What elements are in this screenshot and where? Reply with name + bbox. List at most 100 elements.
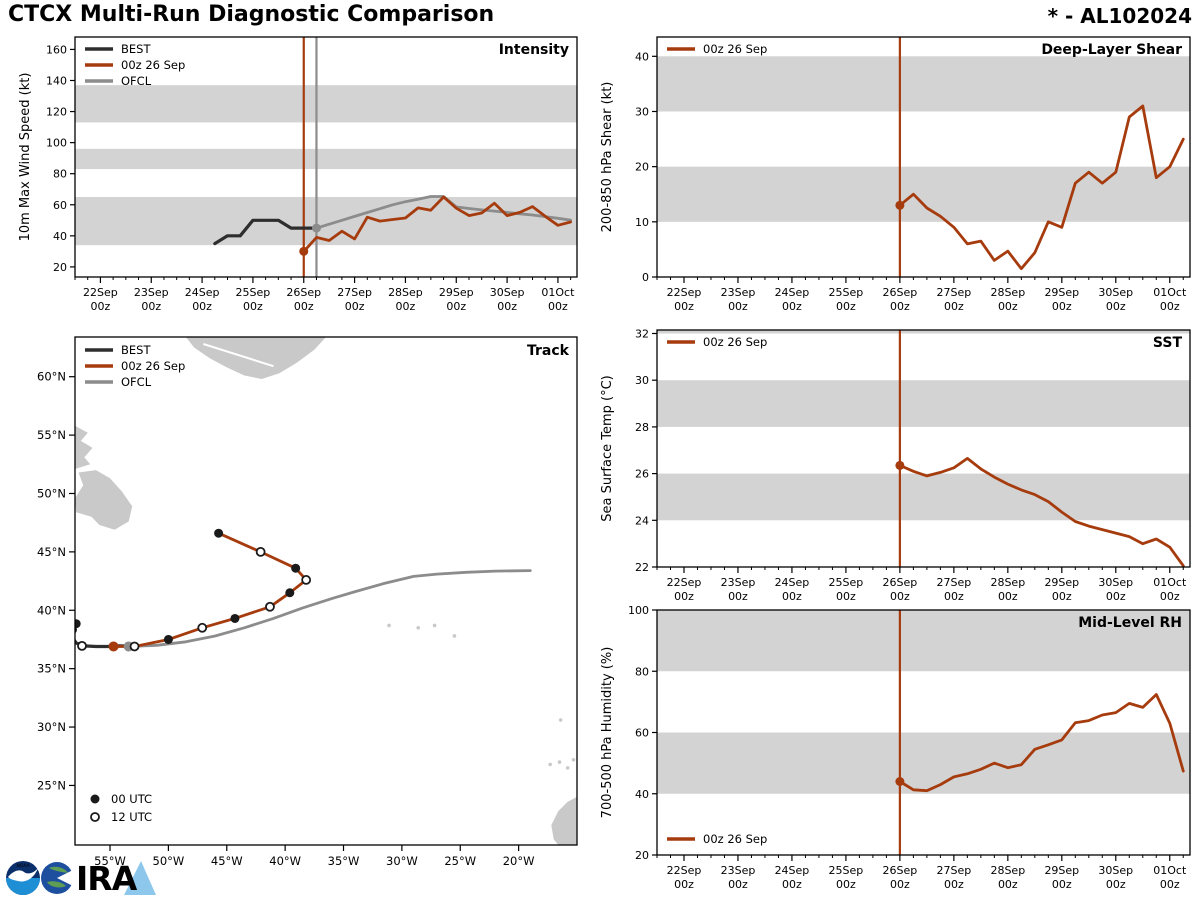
x-tick-label: 27Sep <box>337 286 372 299</box>
x-tick-label: 23Sep <box>134 286 169 299</box>
x-tick-label: 01Oct <box>1153 864 1187 877</box>
intensity-panel: 2040608010012014016022Sep00z23Sep00z24Se… <box>18 36 578 313</box>
legend-label: 00z 26 Sep <box>703 832 767 846</box>
marker-12utc <box>301 575 312 585</box>
legend-label: 00z 26 Sep <box>121 58 185 72</box>
island-canary <box>565 766 570 770</box>
lon-tick-label: 35°W <box>328 854 360 868</box>
land-labrador <box>75 425 93 469</box>
plot-border <box>74 336 578 846</box>
x-tick-label: 22Sep <box>667 286 702 299</box>
x-tick-label: 29Sep <box>1044 864 1079 877</box>
panel-title: Track <box>527 343 570 359</box>
lat-tick-label: 55°N <box>37 428 66 442</box>
track-init-marker <box>108 641 119 652</box>
marker-legend-label: 00 UTC <box>111 792 152 806</box>
init-marker <box>895 777 905 786</box>
lon-tick-label: 40°W <box>269 854 301 868</box>
x-tick-label: 00z <box>1052 590 1072 603</box>
marker-00utc <box>163 634 173 644</box>
x-tick-label: 00z <box>548 300 568 313</box>
island-canary <box>548 762 552 767</box>
x-tick-label: 28Sep <box>990 864 1025 877</box>
x-tick-label: 24Sep <box>185 286 220 299</box>
y-tick-label: 40 <box>53 230 67 243</box>
lat-tick-label: 25°N <box>37 778 66 792</box>
cira-logo: IRA <box>41 859 156 898</box>
x-tick-label: 00z <box>243 300 263 313</box>
x-tick-label: 26Sep <box>286 286 321 299</box>
shaded-band <box>75 85 577 123</box>
shaded-band <box>657 56 1190 112</box>
x-tick-label: 28Sep <box>990 576 1025 589</box>
lat-tick-label: 30°N <box>37 720 66 734</box>
x-tick-label: 00z <box>998 878 1018 891</box>
lat-tick-label: 35°N <box>37 662 66 676</box>
x-tick-label: 24Sep <box>775 286 810 299</box>
series-00z-26-Sep <box>898 104 1185 271</box>
x-tick-label: 28Sep <box>990 286 1025 299</box>
noaa-gull-icon <box>8 868 38 882</box>
y-tick-label: 20 <box>53 261 67 274</box>
x-tick-label: 00z <box>890 300 910 313</box>
y-tick-label: 40 <box>635 788 649 801</box>
x-tick-label: 00z <box>141 300 161 313</box>
y-tick-label: 10 <box>635 216 649 229</box>
panel-title: Intensity <box>499 42 569 58</box>
land-africa-coast <box>551 797 577 845</box>
x-tick-label: 30Sep <box>490 286 525 299</box>
y-tick-label: 20 <box>635 849 649 862</box>
x-tick-label: 23Sep <box>721 864 756 877</box>
x-tick-label: 01Oct <box>1153 286 1187 299</box>
cira-globe-land2 <box>47 881 66 888</box>
x-tick-label: 00z <box>782 590 802 603</box>
init-marker <box>311 223 321 233</box>
lon-tick-label: 45°W <box>211 854 243 868</box>
panel-legend: BEST 00z 26 Sep OFCL <box>85 343 185 389</box>
x-tick-label: 00z <box>836 878 856 891</box>
x-tick-label: 00z <box>728 878 748 891</box>
y-tick-label: 20 <box>635 161 649 174</box>
x-tick-label: 25Sep <box>829 864 864 877</box>
cira-c-notch <box>57 869 75 887</box>
sst-panel: 22242628303222Sep00z23Sep00z24Sep00z25Se… <box>600 328 1191 603</box>
x-tick-label: 00z <box>890 878 910 891</box>
plot-border <box>656 329 1191 568</box>
legend-marker-12utc <box>90 812 100 822</box>
marker-00utc <box>230 613 240 623</box>
greenland-fjord-line <box>203 343 274 368</box>
marker-legend: 00 UTC 12 UTC <box>90 792 152 824</box>
y-tick-label: 140 <box>46 74 67 87</box>
marker-12utc <box>265 601 275 612</box>
series-00z-26-Sep <box>898 693 1185 793</box>
x-tick-label: 00z <box>674 590 694 603</box>
y-axis-label: 10m Max Wind Speed (kt) <box>18 73 33 242</box>
legend-label: 00z 26 Sep <box>703 42 767 56</box>
noaa-text: NOAA <box>16 863 30 869</box>
y-tick-label: 32 <box>635 328 649 341</box>
x-tick-label: 27Sep <box>936 864 971 877</box>
shaded-band <box>75 197 577 246</box>
panel-legend: 00z 26 Sep <box>667 335 767 349</box>
x-tick-label: 26Sep <box>883 286 918 299</box>
y-tick-label: 60 <box>53 199 67 212</box>
x-tick-label: 00z <box>1160 878 1180 891</box>
y-tick-label: 22 <box>635 561 649 574</box>
x-tick-label: 23Sep <box>721 286 756 299</box>
y-axis-label: Sea Surface Temp (°C) <box>600 375 615 522</box>
x-tick-label: 29Sep <box>439 286 474 299</box>
x-tick-label: 22Sep <box>83 286 118 299</box>
x-tick-label: 00z <box>1160 300 1180 313</box>
y-tick-label: 100 <box>628 604 649 617</box>
marker-12utc <box>197 622 208 633</box>
x-tick-label: 00z <box>1106 590 1126 603</box>
island-azores <box>387 623 391 628</box>
marker-legend-label: 12 UTC <box>111 810 152 824</box>
land-greenland <box>185 337 326 379</box>
marker-00utc <box>285 588 295 598</box>
x-tick-label: 00z <box>1106 878 1126 891</box>
y-tick-label: 0 <box>642 271 649 284</box>
y-tick-label: 28 <box>635 421 649 434</box>
x-tick-label: 30Sep <box>1098 286 1133 299</box>
x-tick-label: 00z <box>91 300 111 313</box>
